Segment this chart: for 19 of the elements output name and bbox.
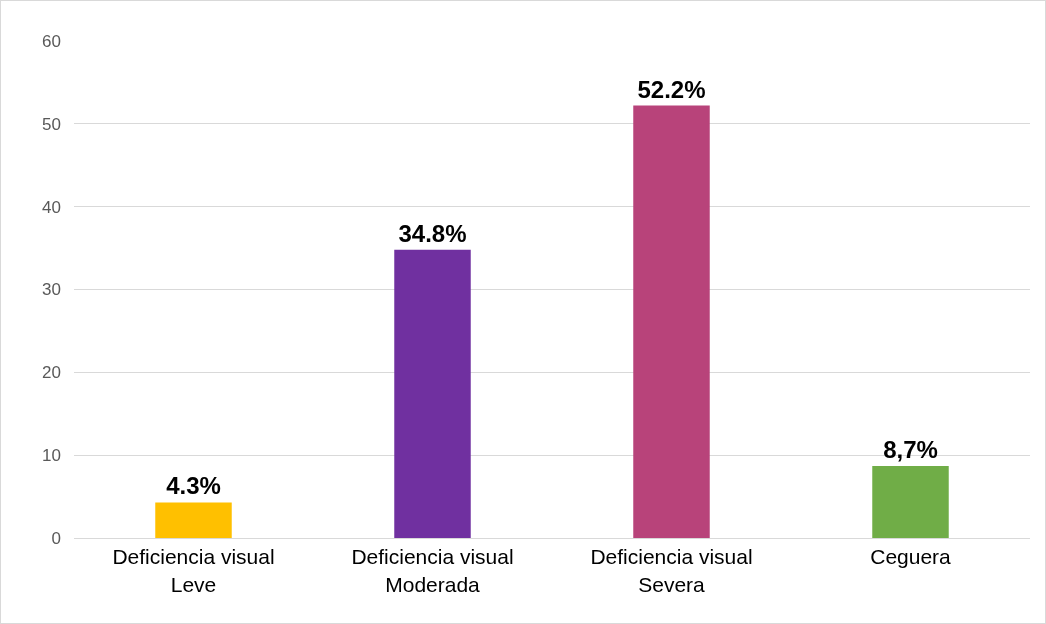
y-tick-label: 10	[42, 446, 61, 466]
data-label: 8,7%	[883, 435, 938, 463]
bar	[872, 465, 949, 538]
data-label: 34.8%	[398, 219, 467, 247]
y-tick-label: 40	[42, 197, 61, 217]
x-tick-label: Deficiencia visual Leve	[112, 545, 275, 596]
x-tick-label: Ceguera	[870, 545, 952, 569]
y-tick-label: 0	[51, 528, 61, 548]
y-tick-label: 30	[42, 280, 61, 300]
data-label: 52.2%	[637, 75, 706, 103]
x-tick-label: Deficiencia visual Severa	[590, 545, 753, 596]
y-tick-label: 60	[42, 31, 61, 51]
bar	[394, 249, 471, 538]
bar	[155, 502, 232, 538]
y-tick-label: 50	[42, 114, 61, 134]
x-tick-label: Deficiencia visual Moderada	[351, 545, 514, 596]
data-label: 4.3%	[166, 472, 221, 500]
bar	[633, 105, 710, 538]
y-tick-label: 20	[42, 363, 61, 383]
